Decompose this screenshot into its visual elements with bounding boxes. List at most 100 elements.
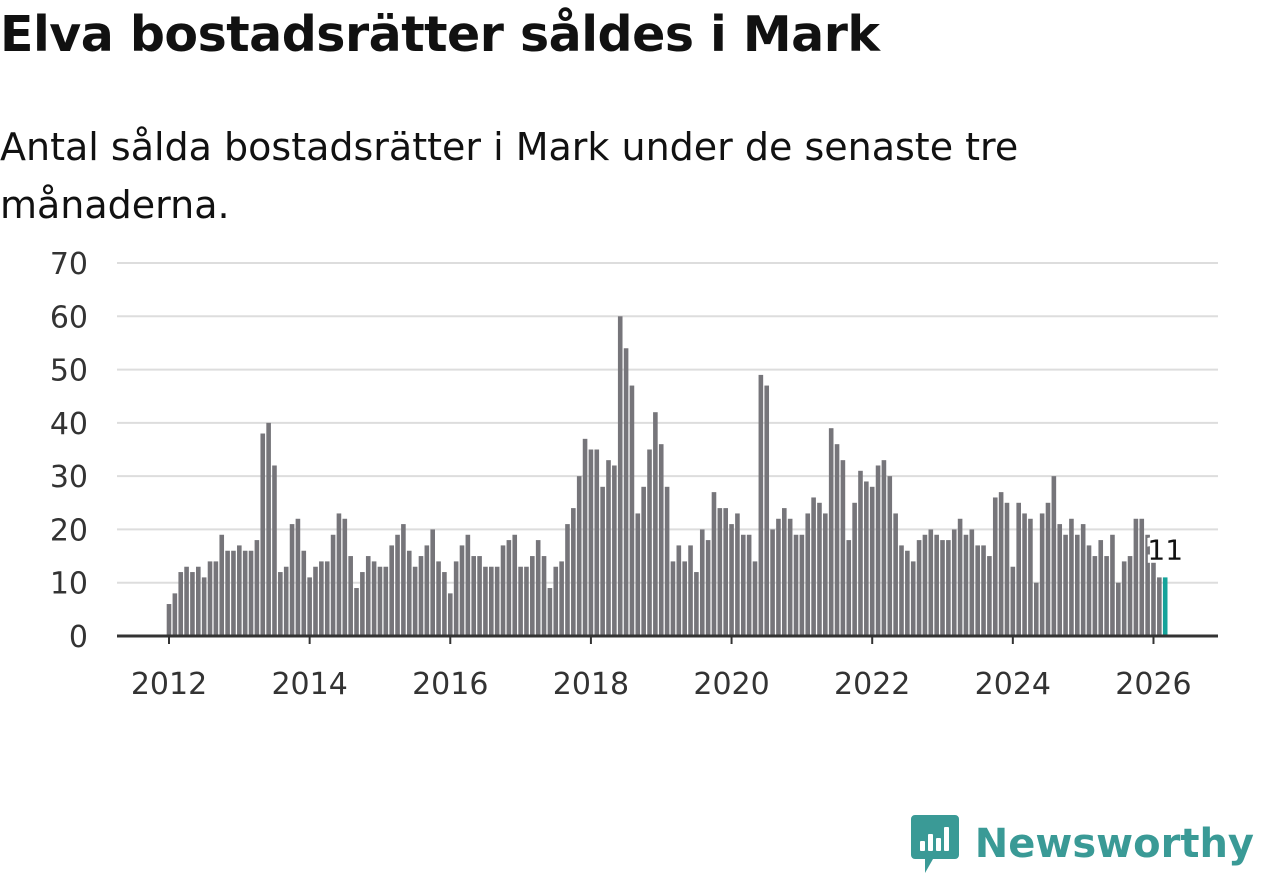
bar [899, 545, 904, 636]
bar [705, 540, 711, 636]
bar [758, 374, 764, 636]
bar [1075, 534, 1080, 636]
bar [711, 492, 717, 636]
bar [389, 545, 394, 636]
bar [623, 348, 629, 636]
data-labels: 11 [1144, 530, 1186, 569]
bar [688, 545, 693, 636]
bar [553, 566, 559, 636]
x-tick-label: 2024 [975, 667, 1051, 702]
bar [489, 566, 494, 636]
bar [424, 545, 430, 636]
bar [963, 534, 969, 636]
bar [213, 561, 219, 636]
bar [641, 486, 646, 636]
chart-subtitle: Antal sålda bostadsrätter i Mark under d… [0, 125, 1019, 227]
bar [817, 502, 822, 636]
bar [272, 465, 277, 636]
y-tick-label: 0 [69, 620, 88, 655]
bar [1080, 524, 1086, 636]
bar [266, 422, 271, 636]
bar [494, 566, 500, 636]
bar [535, 540, 541, 636]
bar [1039, 513, 1045, 636]
bar [190, 572, 195, 636]
bar [430, 529, 435, 636]
bar [840, 460, 846, 636]
bar [248, 550, 254, 636]
bar [547, 588, 553, 636]
bar [541, 556, 547, 636]
bar [447, 593, 453, 636]
bar [242, 550, 248, 636]
bar [172, 593, 178, 636]
bar [776, 518, 781, 636]
bar [412, 566, 418, 636]
bar [664, 486, 670, 636]
bar [987, 556, 992, 636]
bar [1116, 582, 1121, 636]
bar-highlight [1162, 577, 1168, 636]
bar [260, 433, 266, 636]
bar [869, 486, 875, 636]
bar [1145, 534, 1150, 636]
bar [629, 385, 635, 636]
x-tick-label: 2012 [131, 667, 207, 702]
bar [699, 529, 705, 636]
bar [1098, 540, 1104, 636]
y-tick-label: 20 [50, 513, 88, 548]
bar [811, 497, 816, 636]
bar [571, 508, 576, 636]
bar [283, 566, 289, 636]
chart-title: Elva bostadsrätter såldes i Mark [0, 6, 880, 63]
bars [166, 316, 1168, 636]
bar [289, 524, 295, 636]
bar [764, 385, 770, 636]
bar [805, 513, 811, 636]
bar [1157, 577, 1162, 636]
y-tick-label: 70 [50, 247, 88, 282]
x-tick-label: 2020 [693, 667, 769, 702]
bar [752, 561, 758, 636]
bar [782, 508, 787, 636]
bar [828, 428, 834, 636]
newsworthy-logo: Newsworthy [910, 815, 1254, 873]
bar [670, 561, 676, 636]
bar [237, 545, 242, 636]
bar [184, 566, 189, 636]
bar [1028, 518, 1033, 636]
bar [471, 556, 477, 636]
bar [799, 534, 805, 636]
bar [278, 572, 283, 636]
bar [793, 534, 799, 636]
bar [658, 444, 664, 636]
bar [1133, 518, 1139, 636]
bar [823, 513, 828, 636]
bar [254, 540, 260, 636]
bar [1139, 518, 1145, 636]
bar [524, 566, 529, 636]
brand-name: Newsworthy [974, 821, 1254, 867]
bar [1022, 513, 1027, 636]
bar [1010, 566, 1016, 636]
bar [354, 588, 359, 636]
bar [201, 577, 207, 636]
bar [746, 534, 752, 636]
bar [395, 534, 400, 636]
bar [682, 561, 687, 636]
y-tick-label: 50 [50, 354, 88, 389]
bar [729, 524, 734, 636]
bar [406, 550, 412, 636]
bar [512, 534, 518, 636]
bar [383, 566, 389, 636]
bar [330, 534, 336, 636]
bar [483, 566, 488, 636]
bar [905, 550, 910, 636]
bar [846, 540, 852, 636]
bar [377, 566, 383, 636]
bar [922, 534, 928, 636]
bar [916, 540, 922, 636]
bar [910, 561, 916, 636]
bar [565, 524, 570, 636]
bar [207, 561, 213, 636]
